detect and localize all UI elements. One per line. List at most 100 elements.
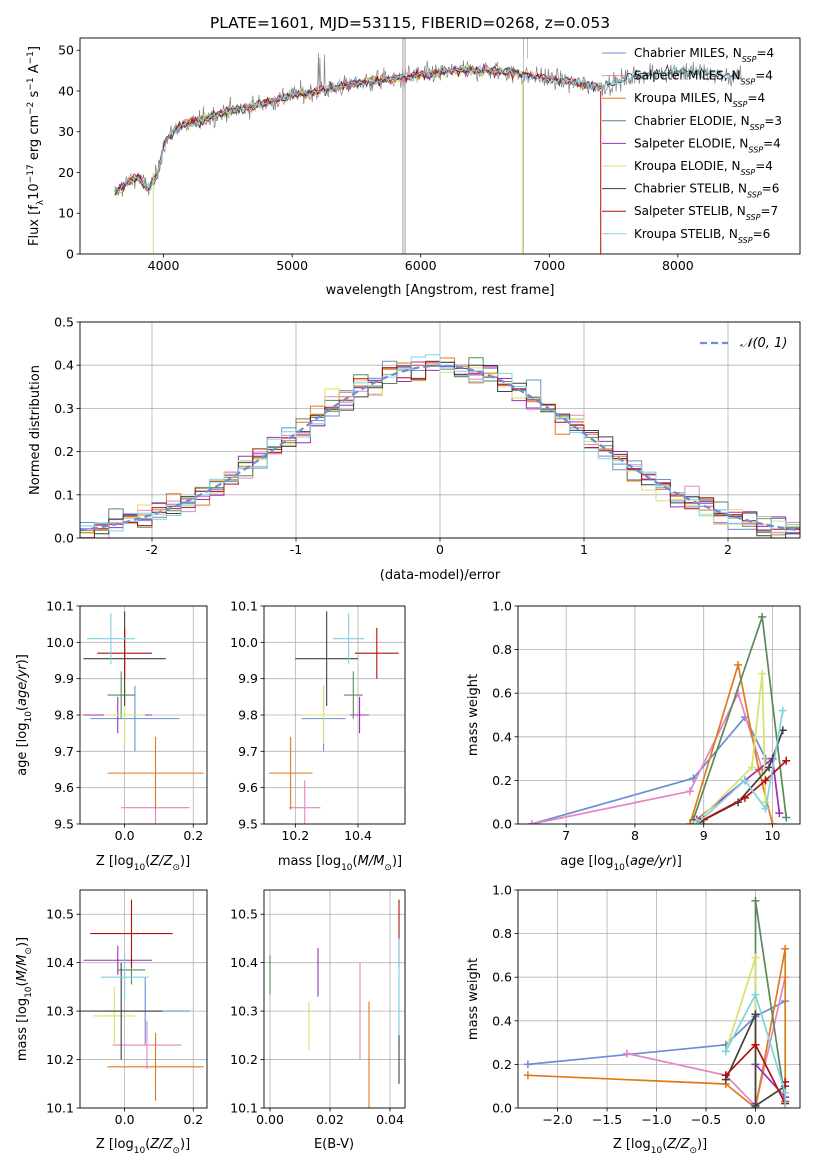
residuals-plot-area xyxy=(80,354,800,538)
weight-series-marker xyxy=(781,944,790,953)
y-tick-label: 10 xyxy=(58,206,74,221)
x-tick-label: 8000 xyxy=(662,258,694,273)
weight-series-marker xyxy=(758,612,767,621)
ebv-mass-frame: 0.00 0.02 0.04 10.1 10.2 10.3 10.4 10.5 xyxy=(230,889,406,1127)
x-tick-label: 0.00 xyxy=(256,1112,284,1127)
y-tick-label: 0.4 xyxy=(492,729,512,744)
y-tick-label: 10.2 xyxy=(46,1052,74,1067)
weight-series-line xyxy=(696,756,781,821)
y-tick-label: 0.4 xyxy=(492,1013,512,1028)
y-tick-label: 10.1 xyxy=(230,1101,258,1116)
chart-title: PLATE=1601, MJD=53115, FIBERID=0268, z=0… xyxy=(210,14,610,32)
weight-series-marker xyxy=(740,793,749,802)
legend-entry-label: Kroupa MILES, NSSP=4 xyxy=(634,91,765,109)
y-tick-label: 9.7 xyxy=(54,744,74,759)
x-tick-label: 10.4 xyxy=(344,828,372,843)
legend-entry-label: Chabrier STELIB, NSSP=6 xyxy=(634,182,779,200)
legend-entry-label: Kroupa STELIB, NSSP=6 xyxy=(634,227,770,245)
y-tick-label: 10.4 xyxy=(230,955,258,970)
weight-series-marker xyxy=(527,820,536,824)
weight-series-line xyxy=(696,710,784,824)
spectrum-plot-area xyxy=(114,38,743,254)
y-tick-label: 10.0 xyxy=(230,635,258,650)
y-tick-label: 10.4 xyxy=(46,955,74,970)
mass-age-frame: 10.2 10.4 9.5 9.6 9.7 9.8 9.9 10.0 10.1 xyxy=(230,599,406,843)
weight-series-marker xyxy=(721,1071,730,1080)
x-tick-label: 7000 xyxy=(533,258,565,273)
z-mass-frame: 0.0 0.2 10.1 10.2 10.3 10.4 10.5 xyxy=(46,889,208,1127)
axes-frame xyxy=(517,889,801,1109)
x-tick-label: 5000 xyxy=(276,258,308,273)
spectrum-series-line xyxy=(114,63,742,196)
y-tick-label: 0.2 xyxy=(54,444,74,459)
spectrum-legend: Chabrier MILES, NSSP=4 Salpeter MILES, NS… xyxy=(602,46,782,244)
x-tick-label: 0.0 xyxy=(115,828,135,843)
y-tick-label: 0.6 xyxy=(492,686,512,701)
x-tick-label: 2 xyxy=(724,542,732,557)
y-tick-label: 10.3 xyxy=(230,1004,258,1019)
x-tick-label: -2 xyxy=(146,542,158,557)
legend-entry-label: Salpeter STELIB, NSSP=7 xyxy=(634,204,778,222)
y-tick-label: 10.3 xyxy=(46,1004,74,1019)
axes-frame xyxy=(263,605,406,825)
y-tick-label: 1.0 xyxy=(492,883,512,898)
y-tick-label: 10.2 xyxy=(230,1052,258,1067)
y-tick-label: 10.5 xyxy=(230,907,258,922)
weight-series-marker xyxy=(721,1047,730,1056)
weight-series-marker xyxy=(761,804,770,813)
y-tick-label: 0.5 xyxy=(54,315,74,330)
normal-reference-line xyxy=(80,364,800,532)
x-axis-label: Z [log10(Z/Z⊙)] xyxy=(96,1137,190,1156)
x-tick-label: 0.0 xyxy=(115,1112,135,1127)
x-tick-label: 0.2 xyxy=(183,828,203,843)
legend-entry-label: Salpeter MILES, NSSP=4 xyxy=(634,69,773,87)
age-weight-plot-area xyxy=(527,612,791,824)
y-tick-label: 9.9 xyxy=(54,671,74,686)
z-age-plot-area xyxy=(83,611,204,824)
mass-age-panel: 10.2 10.4 9.5 9.6 9.7 9.8 9.9 10.0 10.1 xyxy=(230,599,406,843)
residuals-panel: -2 -1 0 1 2 0.0 0.1 0.2 0.3 0.4 0.5 xyxy=(54,315,801,557)
y-tick-label: 0.2 xyxy=(492,773,512,788)
weight-series-marker xyxy=(765,763,774,772)
y-axis-label: age [log10(age/yr)] xyxy=(15,654,34,776)
age-weight-frame: 7 8 9 10 0.0 0.2 0.4 0.6 0.8 1.0 xyxy=(492,599,801,843)
weight-series-marker xyxy=(781,1088,790,1097)
y-tick-label: 9.8 xyxy=(54,708,74,723)
weight-series-marker xyxy=(685,787,694,796)
weight-series-line xyxy=(725,1013,786,1108)
weight-series-line xyxy=(703,760,787,821)
x-tick-label: −2.0 xyxy=(542,1112,572,1127)
weight-series-marker xyxy=(747,763,756,772)
x-axis-label: mass [log10(M/M⊙)] xyxy=(278,854,402,873)
y-tick-label: 40 xyxy=(58,83,74,98)
legend-entry-label: 𝒩(0, 1) xyxy=(740,336,787,351)
ebv-mass-plot-area xyxy=(269,899,400,1108)
y-tick-label: 10.1 xyxy=(230,599,258,614)
y-tick-label: 0.8 xyxy=(492,926,512,941)
weight-series-marker xyxy=(734,660,743,669)
y-tick-label: 30 xyxy=(58,124,74,139)
y-tick-label: 0 xyxy=(66,247,74,262)
weight-series-line xyxy=(725,992,787,1108)
x-axis-label: Z [log10(Z/Z⊙)] xyxy=(96,854,190,873)
spectrum-series-line xyxy=(114,66,601,192)
z-mass-plot-area xyxy=(80,899,204,1101)
x-tick-label: 7 xyxy=(562,828,570,843)
x-tick-label: 10 xyxy=(765,828,781,843)
y-tick-label: 9.8 xyxy=(238,708,258,723)
weight-series-marker xyxy=(740,776,749,785)
y-tick-label: 0.0 xyxy=(492,817,512,832)
weight-series-marker xyxy=(751,896,760,905)
x-tick-label: 0 xyxy=(436,542,444,557)
weight-series-marker xyxy=(751,953,760,962)
weight-series-marker xyxy=(761,776,770,785)
y-axis-label: mass weight xyxy=(466,674,481,756)
y-axis-label: Flux [fλ10−17 erg cm−2 s−1 A−1] xyxy=(26,46,46,246)
weight-series-marker xyxy=(523,1060,532,1069)
x-axis-label: age [log10(age/yr)] xyxy=(560,854,682,873)
z-weight-frame: −2.0 −1.5 −1.0 −0.5 0.0 0.0 0.2 0.4 0.6 0.8 1.0 xyxy=(492,883,801,1127)
y-tick-label: 10.1 xyxy=(46,1101,74,1116)
x-tick-label: 1 xyxy=(580,542,588,557)
age-weight-panel: 7 8 9 10 0.0 0.2 0.4 0.6 0.8 1.0 xyxy=(492,599,801,843)
y-axis-label: Normed distribution xyxy=(28,365,43,495)
